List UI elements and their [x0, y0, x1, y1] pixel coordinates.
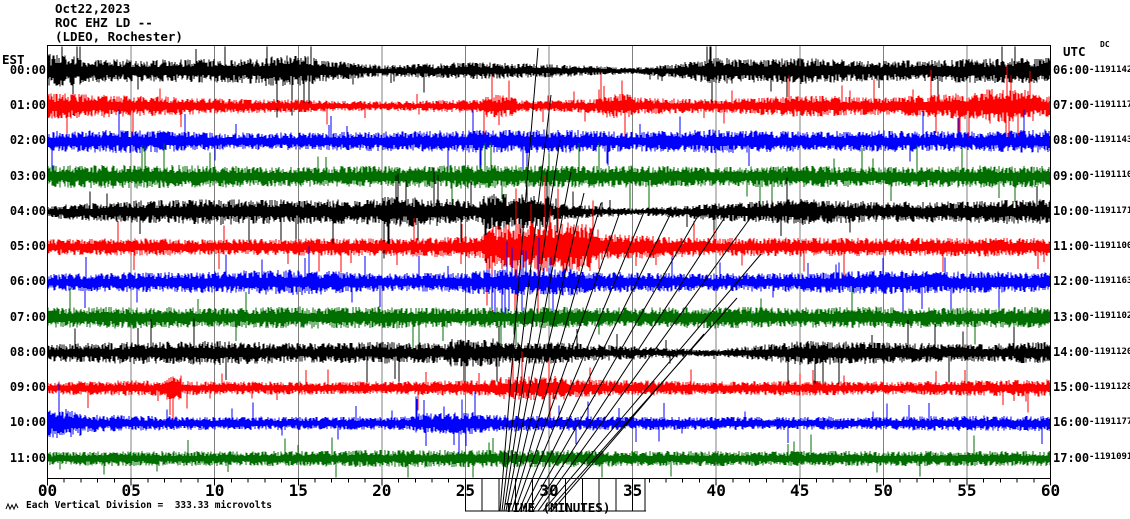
x-tick-label-45: 45 — [790, 481, 810, 500]
est-label-0800: 08:00 — [9, 344, 46, 359]
est-label-0500: 05:00 — [9, 239, 46, 254]
utc-label-1600: 16:00 — [1053, 415, 1090, 430]
dc-value-0800: -1191143 — [1089, 135, 1130, 145]
utc-label-1400: 14:00 — [1053, 344, 1090, 359]
dc-value-1400: -1191120 — [1089, 346, 1130, 357]
dc-value-1000: -1191171 — [1089, 205, 1130, 216]
dc-value-1500: -1191128 — [1089, 381, 1130, 392]
x-tick-label-15: 15 — [288, 481, 308, 500]
dc-value-1100: -1191100 — [1089, 240, 1130, 251]
x-tick-label-20: 20 — [372, 481, 392, 500]
utc-label-0600: 06:00 — [1053, 62, 1090, 77]
x-tick-label-05: 05 — [121, 481, 141, 500]
right-axis-header-utc: UTC — [1063, 44, 1086, 59]
utc-label-1700: 17:00 — [1053, 450, 1090, 465]
utc-label-1000: 10:00 — [1053, 203, 1090, 218]
utc-label-1500: 15:00 — [1053, 380, 1090, 395]
x-tick-label-30: 30 — [539, 481, 559, 500]
est-label-0200: 02:00 — [9, 133, 46, 148]
est-label-0000: 00:00 — [9, 62, 46, 77]
est-label-0400: 04:00 — [9, 203, 46, 218]
utc-label-0800: 08:00 — [1053, 133, 1090, 148]
dc-value-0900: -1191110 — [1089, 170, 1130, 181]
title-location: (LDEO, Rochester) — [55, 29, 183, 44]
dc-value-0600: -1191142 — [1089, 64, 1130, 75]
x-tick-label-00: 00 — [37, 481, 58, 500]
x-tick-label-10: 10 — [205, 481, 225, 500]
waveform-icon — [5, 502, 19, 511]
event-below-axis-lines — [464, 478, 646, 512]
est-label-0900: 09:00 — [9, 380, 46, 395]
utc-label-0900: 09:00 — [1053, 168, 1090, 183]
vertical-division-note: Each Vertical Division = 333.33 microvol… — [26, 500, 272, 511]
left-axis-header-est: EST — [2, 52, 25, 67]
est-label-0600: 06:00 — [9, 274, 46, 289]
event-pick-fan-lines — [499, 47, 762, 512]
utc-label-1200: 12:00 — [1053, 274, 1090, 289]
dc-value-0700: -1191117 — [1089, 99, 1130, 110]
x-tick-label-60: 60 — [1040, 481, 1061, 500]
dc-value-1300: -1191102 — [1089, 311, 1130, 322]
est-label-1100: 11:00 — [9, 450, 46, 465]
x-tick-label-35: 35 — [622, 481, 643, 500]
x-tick-label-55: 55 — [957, 481, 977, 500]
est-label-0100: 01:00 — [9, 98, 46, 112]
title-date: Oct22,2023 — [55, 1, 131, 16]
x-tick-label-40: 40 — [706, 481, 726, 500]
x-tick-label-25: 25 — [455, 481, 476, 500]
utc-label-1300: 13:00 — [1053, 309, 1090, 324]
est-label-0700: 07:00 — [9, 309, 46, 324]
x-axis-title: TIME (MINUTES) — [505, 500, 611, 515]
dc-value-1600: -1191177 — [1089, 417, 1130, 427]
est-label-0300: 03:00 — [9, 168, 46, 183]
utc-label-0700: 07:00 — [1053, 98, 1090, 112]
x-tick-label-50: 50 — [873, 481, 893, 500]
dc-value-1700: -1191091 — [1089, 452, 1130, 463]
title-station: ROC EHZ LD -- — [55, 15, 153, 30]
dc-value-1200: -1191163 — [1089, 276, 1130, 286]
dc-column-header: DC — [1100, 40, 1110, 49]
est-label-1000: 10:00 — [9, 415, 46, 430]
utc-label-1100: 11:00 — [1053, 239, 1090, 254]
